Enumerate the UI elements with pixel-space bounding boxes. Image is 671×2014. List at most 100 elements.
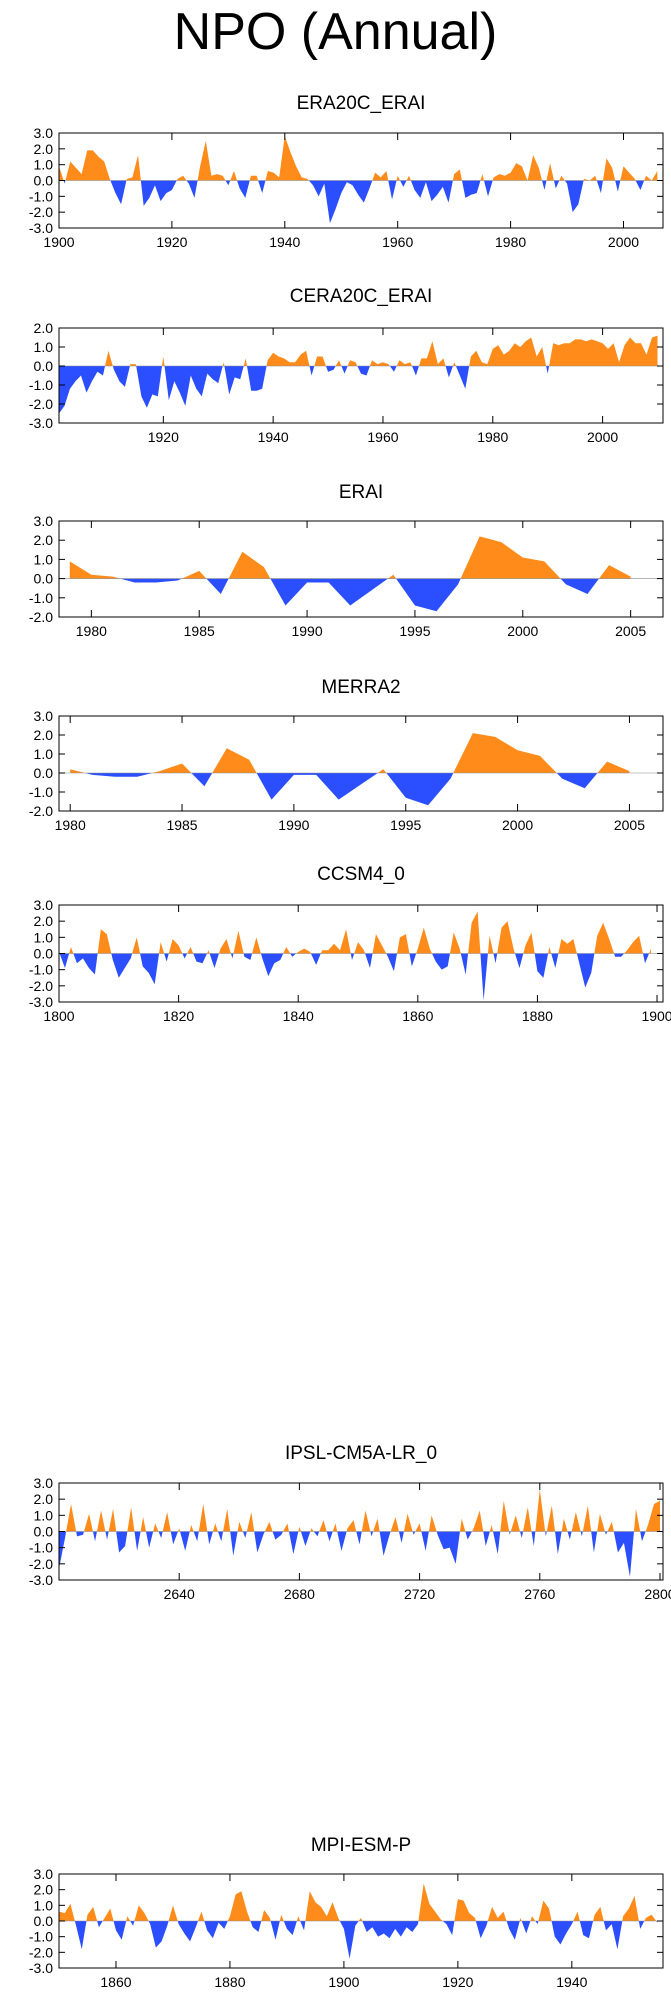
y-tick-label: -2.0 xyxy=(29,978,53,994)
x-tick-label: 2680 xyxy=(284,1586,315,1602)
y-tick-label: 3.0 xyxy=(34,897,54,913)
y-tick-label: 2.0 xyxy=(34,141,54,157)
y-tick-label: -1.0 xyxy=(29,377,53,393)
figure-title: NPO (Annual) xyxy=(173,3,498,61)
x-tick-label: 2640 xyxy=(164,1586,195,1602)
y-tick-label: 1.0 xyxy=(34,1507,54,1523)
x-tick-label: 1960 xyxy=(367,429,398,445)
y-tick-label: -1.0 xyxy=(29,590,53,606)
y-tick-label: -1.0 xyxy=(29,1929,53,1945)
x-tick-label: 2800 xyxy=(644,1586,671,1602)
y-tick-label: -2.0 xyxy=(29,1556,53,1572)
panel-title: CERA20C_ERAI xyxy=(290,286,433,307)
positive-area xyxy=(59,136,658,181)
x-tick-label: 1980 xyxy=(76,623,107,639)
panel-title: MERRA2 xyxy=(321,677,400,698)
y-tick-label: 1.0 xyxy=(34,157,54,173)
x-tick-label: 1860 xyxy=(402,1008,433,1024)
negative-area xyxy=(59,1531,646,1577)
x-tick-label: 2000 xyxy=(587,429,618,445)
x-tick-label: 1900 xyxy=(328,1974,359,1990)
y-tick-label: -3.0 xyxy=(29,1960,53,1976)
x-tick-label: 1920 xyxy=(442,1974,473,1990)
y-tick-label: 1.0 xyxy=(34,1897,54,1913)
y-tick-label: 2.0 xyxy=(34,1491,54,1507)
panel-title: ERA20C_ERAI xyxy=(297,93,426,114)
y-tick-label: 0.0 xyxy=(34,571,54,587)
negative-area xyxy=(120,578,600,612)
panel-2: CERA20C_ERAI 2.0 1.0 0.0 -1.0 -2.0 -3.0 1920 194… xyxy=(29,286,664,445)
y-tick-label: -1.0 xyxy=(29,784,53,800)
x-tick-label: 1980 xyxy=(55,817,86,833)
negative-area xyxy=(59,366,550,414)
x-tick-label: 1880 xyxy=(522,1008,553,1024)
x-tick-label: 1820 xyxy=(163,1008,194,1024)
y-tick-label: -1.0 xyxy=(29,188,53,204)
x-tick-label: 1960 xyxy=(382,234,413,250)
x-tick-label: 1840 xyxy=(283,1008,314,1024)
positive-area xyxy=(59,1883,657,1921)
positive-area xyxy=(59,911,652,954)
plot-frame xyxy=(58,715,664,812)
x-tick-label: 2760 xyxy=(524,1586,555,1602)
x-tick-label: 1800 xyxy=(43,1008,74,1024)
x-tick-label: 1995 xyxy=(399,623,430,639)
y-tick-label: 2.0 xyxy=(34,320,54,336)
y-tick-label: 1.0 xyxy=(34,929,54,945)
plot-frame xyxy=(58,520,664,618)
y-tick-label: -2.0 xyxy=(29,204,53,220)
positive-area xyxy=(69,536,631,579)
x-tick-label: 1920 xyxy=(156,234,187,250)
y-tick-label: 3.0 xyxy=(34,1866,54,1882)
y-tick-label: -2.0 xyxy=(29,1944,53,1960)
y-tick-label: 0.0 xyxy=(34,946,54,962)
panel-7: MPI-ESM-P 3.02.01.00.0-1.0-2.0-3.0 1860 188… xyxy=(29,1835,664,1990)
y-tick-label: 0.0 xyxy=(34,765,54,781)
y-tick-label: -1.0 xyxy=(29,962,53,978)
panel-3: ERAI 3.0 2.0 1.0 0.0 -1.0 -2.0 1980 1985 1990 1995… xyxy=(29,482,664,639)
x-tick-label: 2720 xyxy=(404,1586,435,1602)
y-tick-label: 1.0 xyxy=(34,551,54,567)
x-tick-label: 1900 xyxy=(641,1008,671,1024)
y-tick-label: -2.0 xyxy=(29,609,53,625)
panel-title: ERAI xyxy=(339,482,383,503)
y-tick-label: 3.0 xyxy=(34,1475,54,1491)
x-tick-label: 1940 xyxy=(556,1974,587,1990)
x-tick-label: 1980 xyxy=(477,429,508,445)
y-tick-label: -3.0 xyxy=(29,1572,53,1588)
x-tick-label: 1985 xyxy=(184,623,215,639)
x-tick-label: 1980 xyxy=(495,234,526,250)
x-tick-label: 1995 xyxy=(390,817,421,833)
x-tick-label: 1985 xyxy=(166,817,197,833)
y-tick-label: 0.0 xyxy=(34,173,54,189)
y-tick-label: -1.0 xyxy=(29,1540,53,1556)
x-tick-label: 2005 xyxy=(614,817,645,833)
y-tick-label: 2.0 xyxy=(34,532,54,548)
positive-area xyxy=(70,733,630,773)
y-tick-label: 0.0 xyxy=(34,1524,54,1540)
y-tick-label: 2.0 xyxy=(34,727,54,743)
negative-area xyxy=(59,953,650,1001)
y-tick-label: 2.0 xyxy=(34,1882,54,1898)
positive-area xyxy=(66,1489,660,1532)
y-tick-label: -3.0 xyxy=(29,994,53,1010)
x-tick-label: 1880 xyxy=(214,1974,245,1990)
x-tick-label: 2000 xyxy=(507,623,538,639)
x-tick-label: 1900 xyxy=(43,234,74,250)
x-tick-label: 2000 xyxy=(502,817,533,833)
y-tick-label: 3.0 xyxy=(34,708,54,724)
y-tick-label: -3.0 xyxy=(29,415,53,431)
y-tick-label: 3.0 xyxy=(34,513,54,529)
plot-frame xyxy=(58,327,664,424)
x-tick-label: 1940 xyxy=(258,429,289,445)
y-tick-label: 1.0 xyxy=(34,746,54,762)
y-tick-label: -3.0 xyxy=(29,220,53,236)
negative-area xyxy=(85,773,598,806)
x-tick-label: 2000 xyxy=(608,234,639,250)
x-tick-label: 1920 xyxy=(148,429,179,445)
y-tick-label: -2.0 xyxy=(29,396,53,412)
